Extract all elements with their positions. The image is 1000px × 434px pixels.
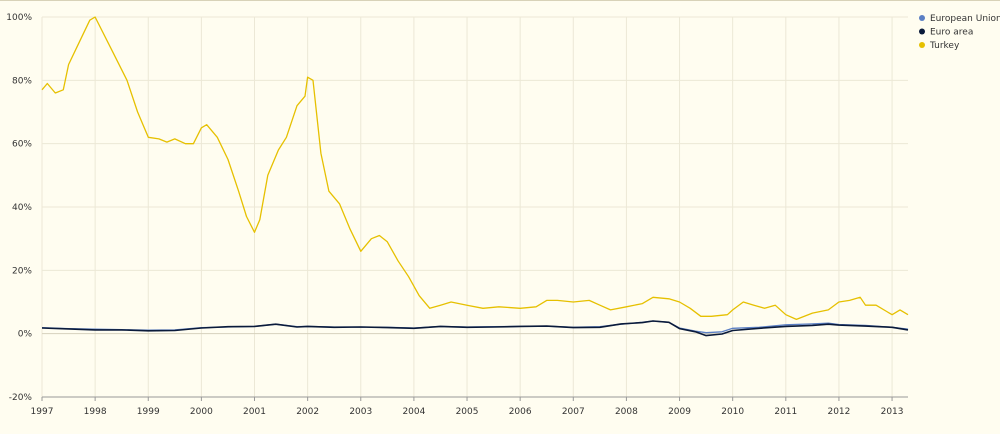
top-border	[0, 0, 1000, 1]
x-tick-label: 2009	[668, 407, 691, 417]
y-tick-label: 40%	[12, 203, 32, 213]
y-tick-label: 80%	[12, 76, 32, 86]
legend: European Union Euro area Turkey	[919, 14, 1000, 51]
x-tick-label: 2007	[562, 407, 585, 417]
x-tick-label: 2006	[509, 407, 532, 417]
x-tick-label: 2010	[721, 407, 744, 417]
legend-label-euro-area[interactable]: Euro area	[930, 28, 973, 38]
x-tick-label: 2008	[615, 407, 638, 417]
gridlines	[41, 16, 908, 398]
x-tick-label: 1999	[137, 407, 160, 417]
legend-marker-european-union	[919, 15, 925, 21]
x-tick-label: 2013	[881, 407, 904, 417]
euro-area-line	[41, 320, 909, 337]
y-tick-label: 100%	[6, 13, 32, 23]
x-tick-label: 2011	[774, 407, 797, 417]
x-tick-label: 2005	[456, 407, 479, 417]
turkey-line	[41, 16, 909, 321]
x-tick-label: 2001	[243, 407, 266, 417]
x-tick-label: 2000	[190, 407, 213, 417]
y-tick-label: 20%	[12, 266, 32, 276]
legend-marker-euro-area	[919, 28, 925, 35]
legend-label-turkey[interactable]: Turkey	[929, 41, 960, 51]
legend-marker-turkey	[919, 42, 925, 48]
series-lines	[41, 16, 909, 337]
x-tick-label: 1997	[31, 407, 54, 417]
y-tick-label: 0%	[18, 330, 33, 340]
legend-label-european-union[interactable]: European Union	[930, 14, 1000, 24]
axes: 1997 1998 1999 2000 2001 2002 2003 2004 2005 2006…	[6, 13, 908, 417]
x-tick-label: 2004	[402, 407, 425, 417]
x-tick-label: 2003	[349, 407, 372, 417]
x-tick-label: 2002	[296, 407, 319, 417]
x-tick-label: 2012	[827, 407, 850, 417]
y-tick-label: 60%	[12, 140, 32, 150]
x-tick-label: 1998	[84, 407, 107, 417]
y-tick-label: -20%	[9, 393, 33, 403]
